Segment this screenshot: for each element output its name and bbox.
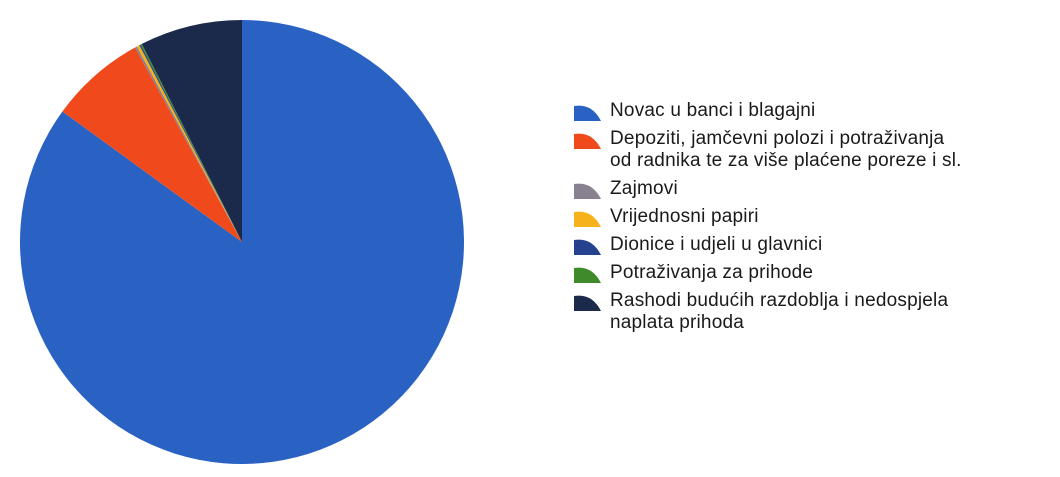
legend-swatch-3: [572, 206, 602, 228]
pie-slice-1: [62, 47, 243, 243]
legend-swatch-2: [572, 178, 602, 200]
legend-item-0: Novac u banci i blagajni: [572, 100, 1052, 122]
legend-item-5: Potraživanja za prihode: [572, 262, 1052, 284]
legend-swatch-6: [572, 290, 602, 312]
pie-plot: [20, 20, 465, 465]
pie-slice-3: [136, 45, 242, 242]
legend-label-5: Potraživanja za prihode: [610, 262, 814, 283]
pie-slice-4: [139, 44, 242, 243]
legend-label-0: Novac u banci i blagajni: [610, 100, 816, 121]
legend-item-6: Rashodi budućih razdoblja i nedospjela n…: [572, 290, 1052, 334]
legend-item-4: Dionice i udjeli u glavnici: [572, 234, 1052, 256]
pie-slice-5: [140, 43, 242, 242]
pie-slice-2: [135, 46, 242, 243]
legend-label-6: Rashodi budućih razdoblja i nedospjela n…: [610, 290, 949, 333]
legend-swatch-5: [572, 262, 602, 284]
legend-label-2: Zajmovi: [610, 178, 678, 199]
legend-label-3: Vrijednosni papiri: [610, 206, 759, 227]
chart-legend: Novac u banci i blagajni Depoziti, jamčev…: [572, 100, 1052, 340]
legend-item-2: Zajmovi: [572, 178, 1052, 200]
legend-swatch-0: [572, 100, 602, 122]
legend-label-4: Dionice i udjeli u glavnici: [610, 234, 823, 255]
legend-swatch-1: [572, 128, 602, 150]
legend-label-1: Depoziti, jamčevni polozi i potraživanja…: [610, 128, 962, 171]
pie-slice-0: [20, 20, 465, 465]
pie-slice-6: [141, 20, 242, 242]
legend-swatch-4: [572, 234, 602, 256]
legend-item-3: Vrijednosni papiri: [572, 206, 1052, 228]
legend-item-1: Depoziti, jamčevni polozi i potraživanja…: [572, 128, 1052, 172]
